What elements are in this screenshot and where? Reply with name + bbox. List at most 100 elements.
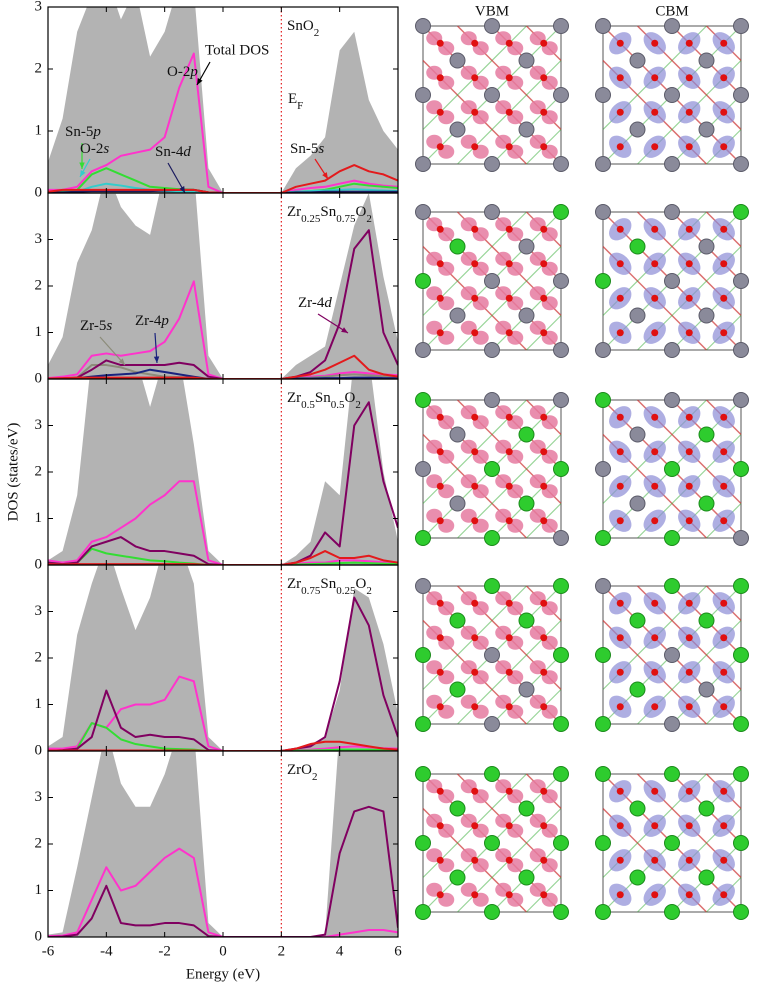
column-header: VBM <box>475 3 509 19</box>
panel-title: Zr0.75Sn0.25O2 <box>287 576 372 596</box>
oxygen-atom <box>616 39 624 47</box>
zr-atom <box>698 869 715 886</box>
oxygen-atom <box>685 448 693 456</box>
zr-atom <box>664 835 680 851</box>
cbm-structure <box>595 392 749 546</box>
oxygen-atom <box>685 482 693 490</box>
sn-atom <box>553 18 569 34</box>
oxygen-atom <box>505 703 513 711</box>
oxygen-atom <box>651 260 659 268</box>
oxygen-atom <box>505 634 513 642</box>
oxygen-atom <box>685 39 693 47</box>
oxygen-atom <box>540 822 548 830</box>
oxygen-atom <box>540 787 548 795</box>
sn-atom <box>595 156 611 172</box>
sn-atom <box>664 204 680 220</box>
series-annotation: O-2p <box>167 64 198 80</box>
oxygen-atom <box>616 856 624 864</box>
oxygen-atom <box>436 822 444 830</box>
oxygen-atom <box>436 108 444 116</box>
sn-atom <box>553 530 569 546</box>
oxygen-atom <box>720 108 728 116</box>
x-tick-label: -4 <box>100 943 113 959</box>
oxygen-atom <box>436 599 444 607</box>
panel-title: SnO2 <box>287 18 319 38</box>
oxygen-atom <box>436 143 444 151</box>
panel <box>48 193 398 379</box>
oxygen-atom <box>505 413 513 421</box>
oxygen-atom <box>616 74 624 82</box>
sn-atom <box>553 392 569 408</box>
oxygen-atom <box>685 143 693 151</box>
oxygen-atom <box>505 143 513 151</box>
pdos-line <box>48 280 398 379</box>
oxygen-atom <box>685 891 693 899</box>
sn-atom <box>733 18 749 34</box>
series-annotation: Sn-5p <box>65 124 101 140</box>
oxygen-atom <box>720 482 728 490</box>
oxygen-atom <box>436 517 444 525</box>
sn-atom <box>484 18 500 34</box>
oxygen-atom <box>505 856 513 864</box>
oxygen-atom <box>616 143 624 151</box>
sn-atom <box>733 156 749 172</box>
zr-atom <box>553 578 569 594</box>
oxygen-atom <box>616 822 624 830</box>
zr-atom <box>415 904 431 920</box>
arrow-head <box>79 162 85 169</box>
sn-atom <box>698 307 715 324</box>
zr-atom <box>449 869 466 886</box>
oxygen-atom <box>505 260 513 268</box>
y-tick-label: 2 <box>35 60 43 76</box>
sn-atom <box>733 530 749 546</box>
sn-atom <box>518 52 535 69</box>
zr-atom <box>595 530 611 546</box>
zr-atom <box>733 766 749 782</box>
sn-atom <box>595 204 611 220</box>
panel-title: ZrO2 <box>287 762 318 782</box>
oxygen-atom <box>651 703 659 711</box>
zr-atom <box>553 904 569 920</box>
sn-atom <box>484 716 500 732</box>
panel <box>48 7 398 193</box>
oxygen-atom <box>651 891 659 899</box>
oxygen-atom <box>685 294 693 302</box>
cbm-structure <box>595 204 749 358</box>
vbm-structure <box>415 18 569 172</box>
zr-atom <box>629 869 646 886</box>
oxygen-atom <box>540 413 548 421</box>
oxygen-atom <box>685 634 693 642</box>
oxygen-atom <box>720 703 728 711</box>
oxygen-atom <box>436 39 444 47</box>
sn-atom <box>518 307 535 324</box>
oxygen-atom <box>651 517 659 525</box>
sn-atom <box>595 578 611 594</box>
oxygen-atom <box>720 448 728 456</box>
zr-atom <box>698 612 715 629</box>
vbm-structure <box>415 578 569 732</box>
zr-atom <box>449 612 466 629</box>
series-annotation: O-2s <box>80 141 109 157</box>
oxygen-atom <box>471 329 479 337</box>
sn-atom <box>733 342 749 358</box>
oxygen-atom <box>540 599 548 607</box>
y-tick-label: 0 <box>35 370 43 386</box>
y-tick-label: 0 <box>35 928 43 944</box>
oxygen-atom <box>651 482 659 490</box>
pdos-line <box>48 805 398 937</box>
oxygen-atom <box>720 413 728 421</box>
oxygen-atom <box>540 143 548 151</box>
sn-atom <box>449 426 466 443</box>
sn-atom <box>518 121 535 138</box>
oxygen-atom <box>471 599 479 607</box>
sn-atom <box>664 647 680 663</box>
sn-atom <box>415 461 431 477</box>
oxygen-atom <box>616 329 624 337</box>
column-header: CBM <box>655 3 688 19</box>
total-dos-area <box>48 751 398 937</box>
oxygen-atom <box>651 448 659 456</box>
sn-atom <box>629 495 646 512</box>
y-tick-label: 1 <box>35 324 43 340</box>
sn-atom <box>595 18 611 34</box>
y-tick-label: 1 <box>35 882 43 898</box>
